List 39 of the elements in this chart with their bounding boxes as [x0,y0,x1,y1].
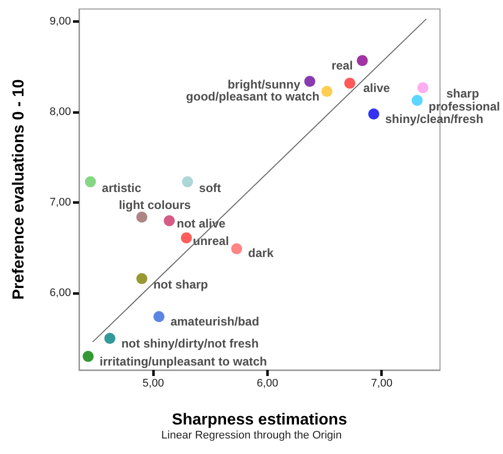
series-label: irritating/unpleasant to watch [100,354,267,368]
point [412,94,423,106]
point [164,215,175,226]
point [417,82,428,94]
x-tick-label: 6,00 [256,378,278,390]
y-tick-label: 9,00 [50,16,71,28]
series-label: soft [199,180,222,195]
series-label: bright/sunny [228,77,301,92]
point [136,212,148,223]
series-label: amateurish/bad [170,314,260,329]
series-label: light colours [118,198,192,212]
point [344,78,356,89]
series-label: alive [363,81,390,96]
y-tick-label: 8,00 [50,106,71,118]
series-label: dark [248,246,274,260]
x-tick-label: 5,00 [142,378,164,390]
point [180,232,192,244]
y-axis-title: Preference evaluations 0 - 10 [10,79,28,300]
point [321,86,332,97]
series-label: artistic [102,180,142,195]
point [304,76,316,87]
point [104,332,116,344]
point [84,176,96,188]
series-label: not shiny/dirty/not fresh [121,336,259,350]
series-label: real [331,58,353,73]
y-tick-label: 7,00 [50,196,71,209]
series-label: not sharp [153,278,208,292]
x-tick-label: 7,00 [371,378,392,390]
point [182,176,194,188]
y-tick-label: 6,00 [50,287,71,300]
point [136,273,148,284]
point [153,311,164,322]
point [231,243,242,254]
point [82,350,94,362]
series-label: sharp [446,86,480,101]
point [368,108,380,120]
text: Linear Regression through the Origin [161,430,342,442]
point [356,55,368,66]
x-axis-title: Sharpness estimations [172,412,348,428]
